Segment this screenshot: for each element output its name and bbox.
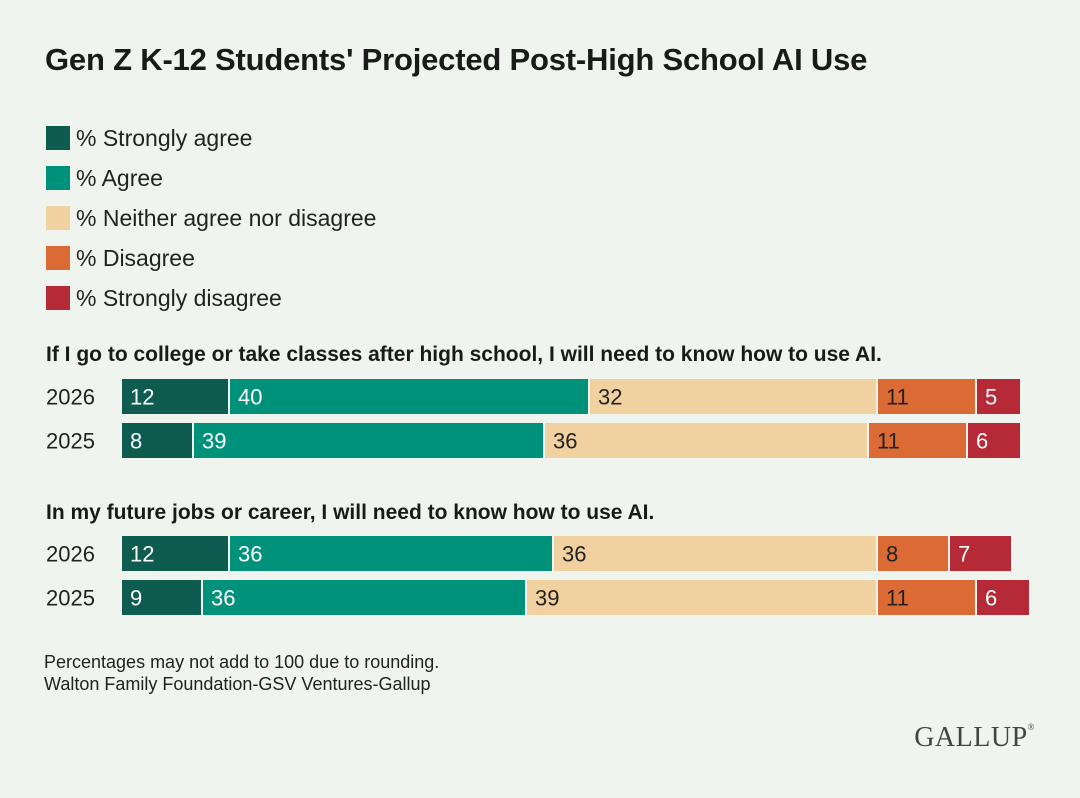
- year-label: 2026: [46, 542, 95, 567]
- chart-title: Gen Z K-12 Students' Projected Post-High…: [45, 42, 868, 77]
- legend-item-strongly-agree: % Strongly agree: [46, 118, 376, 158]
- legend: % Strongly agree % Agree % Neither agree…: [46, 118, 376, 318]
- bar-value-label: 36: [562, 542, 586, 567]
- bar-segment: [230, 379, 588, 414]
- bar-value-label: 36: [211, 586, 235, 611]
- bar-value-label: 39: [535, 586, 559, 611]
- bar-value-label: 12: [130, 542, 154, 567]
- bar-value-label: 36: [553, 429, 577, 454]
- legend-label: % Neither agree nor disagree: [76, 204, 377, 231]
- bar-segment: [122, 580, 201, 615]
- bar-segment: [950, 536, 1011, 571]
- bar-segment: [977, 580, 1029, 615]
- bar-value-label: 32: [598, 385, 622, 410]
- source-note: Walton Family Foundation-GSV Ventures-Ga…: [44, 674, 431, 694]
- legend-label: % Disagree: [76, 244, 195, 271]
- bar-segment: [527, 580, 876, 615]
- bar-value-label: 12: [130, 385, 154, 410]
- bar-segment: [590, 379, 876, 414]
- bar-value-label: 6: [976, 429, 988, 454]
- legend-swatch-agree: [46, 166, 70, 190]
- bar-value-label: 8: [130, 429, 142, 454]
- bar-value-label: 36: [238, 542, 262, 567]
- bar-segment: [977, 379, 1020, 414]
- bar-value-label: 8: [886, 542, 898, 567]
- legend-label: % Strongly agree: [76, 124, 253, 151]
- bar-segment: [122, 379, 228, 414]
- bar-value-label: 9: [130, 586, 142, 611]
- bar-segment: [230, 536, 552, 571]
- bar-segment: [878, 379, 975, 414]
- bar-value-label: 11: [877, 429, 900, 454]
- legend-label: % Agree: [76, 164, 163, 191]
- bar-value-label: 11: [886, 385, 909, 410]
- bar-segment: [203, 580, 525, 615]
- bar-value-label: 5: [985, 385, 997, 410]
- question-title-career: In my future jobs or career, I will need…: [46, 501, 655, 524]
- bar-value-label: 39: [202, 429, 226, 454]
- bar-value-label: 40: [238, 385, 262, 410]
- bar-value-label: 6: [985, 586, 997, 611]
- legend-label: % Strongly disagree: [76, 284, 282, 311]
- year-label: 2026: [46, 385, 95, 410]
- bar-segment: [554, 536, 876, 571]
- bar-segment: [545, 423, 867, 458]
- bar-segment: [878, 536, 948, 571]
- legend-item-disagree: % Disagree: [46, 238, 376, 278]
- legend-item-neither: % Neither agree nor disagree: [46, 198, 376, 238]
- year-label: 2025: [46, 429, 95, 454]
- gallup-logo: GALLUP®: [914, 722, 1035, 753]
- bar-segment: [194, 423, 543, 458]
- bar-segment: [968, 423, 1020, 458]
- bar-value-label: 11: [886, 586, 909, 611]
- legend-swatch-disagree: [46, 246, 70, 270]
- bar-value-label: 7: [958, 542, 970, 567]
- legend-swatch-strongly-disagree: [46, 286, 70, 310]
- bar-segment: [869, 423, 966, 458]
- bar-segment: [122, 536, 228, 571]
- bar-segment: [122, 423, 192, 458]
- bar-segment: [878, 580, 975, 615]
- legend-item-agree: % Agree: [46, 158, 376, 198]
- footnote: Percentages may not add to 100 due to ro…: [44, 652, 440, 672]
- year-label: 2025: [46, 586, 95, 611]
- legend-swatch-neither: [46, 206, 70, 230]
- question-title-college: If I go to college or take classes after…: [46, 343, 882, 366]
- legend-swatch-strongly-agree: [46, 126, 70, 150]
- legend-item-strongly-disagree: % Strongly disagree: [46, 278, 376, 318]
